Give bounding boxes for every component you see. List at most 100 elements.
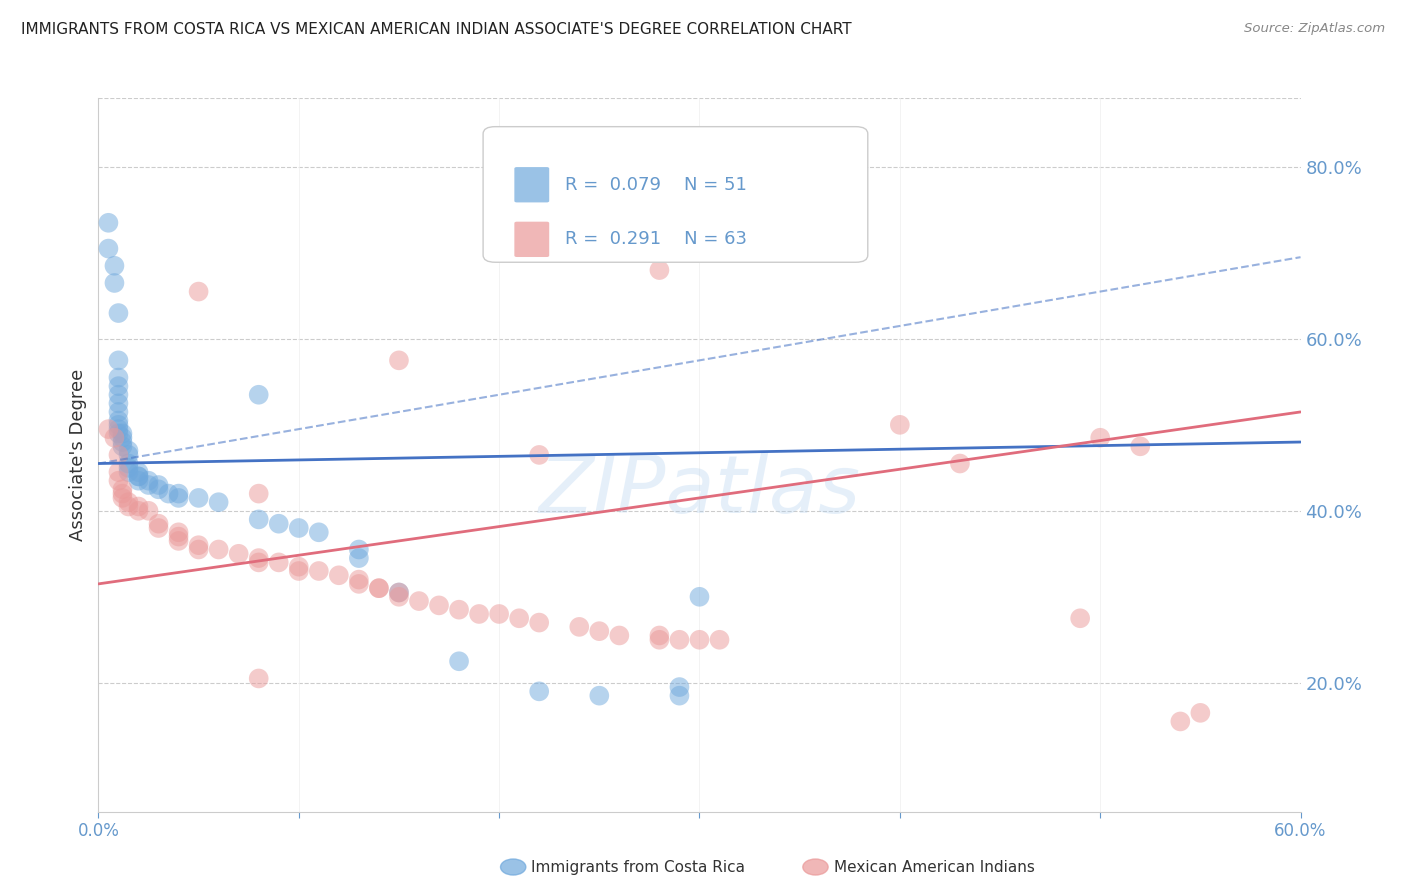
Point [107, 422, 129, 436]
Point [648, 628, 671, 642]
Point [588, 624, 610, 639]
Point [288, 521, 311, 535]
Point [648, 632, 671, 647]
Text: IMMIGRANTS FROM COSTA RICA VS MEXICAN AMERICAN INDIAN ASSOCIATE'S DEGREE CORRELA: IMMIGRANTS FROM COSTA RICA VS MEXICAN AM… [21, 22, 852, 37]
Point [111, 426, 134, 441]
Point [117, 443, 139, 458]
Point [148, 483, 170, 497]
Point [107, 413, 129, 427]
Point [107, 353, 129, 368]
FancyBboxPatch shape [484, 127, 868, 262]
Point [288, 564, 311, 578]
FancyBboxPatch shape [515, 167, 550, 202]
Point [107, 370, 129, 384]
Point [529, 615, 551, 630]
Point [648, 263, 671, 277]
Point [138, 504, 160, 518]
Point [187, 285, 209, 299]
Point [1170, 714, 1192, 729]
Point [138, 478, 160, 492]
Point [103, 431, 125, 445]
Point [1069, 611, 1091, 625]
Point [347, 542, 370, 557]
Point [107, 405, 129, 419]
FancyBboxPatch shape [515, 222, 550, 257]
Point [709, 632, 731, 647]
Point [368, 581, 391, 595]
Point [167, 525, 190, 540]
Point [128, 500, 150, 514]
Point [128, 469, 150, 483]
Point [97, 242, 120, 256]
Point [447, 602, 470, 616]
Point [427, 599, 450, 613]
Point [668, 689, 690, 703]
Point [529, 448, 551, 462]
Point [187, 538, 209, 552]
Text: R =  0.079    N = 51: R = 0.079 N = 51 [565, 176, 747, 194]
Point [167, 533, 190, 548]
Point [689, 590, 711, 604]
Point [388, 585, 411, 599]
Point [388, 590, 411, 604]
Point [208, 542, 231, 557]
Point [328, 568, 350, 582]
Point [97, 216, 120, 230]
Point [247, 555, 270, 569]
Point [388, 353, 411, 368]
Point [107, 474, 129, 488]
Point [117, 500, 139, 514]
Point [609, 628, 631, 642]
Point [107, 379, 129, 393]
Point [1088, 431, 1111, 445]
Point [1129, 439, 1152, 453]
Point [668, 680, 690, 694]
Point [138, 474, 160, 488]
Point [107, 465, 129, 479]
Point [949, 457, 972, 471]
Point [247, 486, 270, 500]
Point [148, 516, 170, 531]
Point [97, 422, 120, 436]
Point [1189, 706, 1212, 720]
Point [107, 306, 129, 320]
Point [187, 491, 209, 505]
Point [368, 581, 391, 595]
Point [107, 388, 129, 402]
Point [117, 460, 139, 475]
Point [117, 495, 139, 509]
Point [117, 465, 139, 479]
Point [267, 516, 290, 531]
Point [111, 486, 134, 500]
Point [103, 276, 125, 290]
Point [111, 491, 134, 505]
Point [117, 457, 139, 471]
Point [107, 426, 129, 441]
Y-axis label: Associate's Degree: Associate's Degree [69, 368, 87, 541]
Point [208, 495, 231, 509]
Point [247, 512, 270, 526]
Point [347, 577, 370, 591]
Point [117, 448, 139, 462]
Point [111, 439, 134, 453]
Point [308, 525, 330, 540]
Point [347, 573, 370, 587]
Point [148, 478, 170, 492]
Point [267, 555, 290, 569]
Point [157, 486, 180, 500]
Point [107, 396, 129, 410]
Point [288, 559, 311, 574]
Point [247, 551, 270, 566]
Point [668, 632, 690, 647]
Point [167, 486, 190, 500]
Point [128, 465, 150, 479]
Point [689, 632, 711, 647]
Point [107, 417, 129, 432]
Point [107, 448, 129, 462]
Point [408, 594, 430, 608]
Point [488, 607, 510, 621]
Point [247, 388, 270, 402]
Point [508, 611, 530, 625]
Text: Immigrants from Costa Rica: Immigrants from Costa Rica [531, 860, 745, 874]
Point [247, 672, 270, 686]
